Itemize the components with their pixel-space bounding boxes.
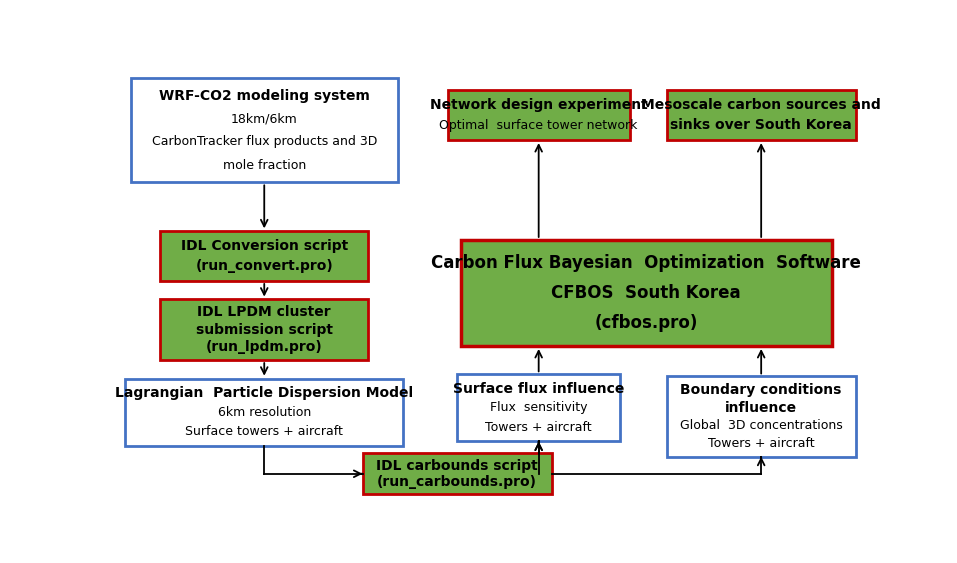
Text: IDL LPDM cluster: IDL LPDM cluster (197, 306, 331, 319)
FancyBboxPatch shape (125, 378, 403, 446)
FancyBboxPatch shape (363, 453, 551, 494)
Text: influence: influence (725, 401, 797, 414)
FancyBboxPatch shape (667, 377, 856, 457)
Text: (run_carbounds.pro): (run_carbounds.pro) (377, 475, 537, 489)
Text: Towers + aircraft: Towers + aircraft (708, 437, 814, 450)
Text: CarbonTracker flux products and 3D: CarbonTracker flux products and 3D (151, 136, 377, 149)
Text: mole fraction: mole fraction (223, 159, 306, 172)
Text: Global  3D concentrations: Global 3D concentrations (679, 419, 842, 432)
FancyBboxPatch shape (457, 374, 620, 441)
Text: Mesoscale carbon sources and: Mesoscale carbon sources and (641, 99, 881, 112)
Text: IDL Conversion script: IDL Conversion script (181, 239, 348, 253)
Text: CFBOS  South Korea: CFBOS South Korea (551, 284, 741, 302)
Text: (run_convert.pro): (run_convert.pro) (195, 259, 333, 273)
Text: 6km resolution: 6km resolution (217, 406, 311, 419)
Text: (run_lpdm.pro): (run_lpdm.pro) (206, 340, 323, 354)
FancyBboxPatch shape (448, 90, 630, 140)
Text: submission script: submission script (196, 323, 333, 337)
Text: (cfbos.pro): (cfbos.pro) (594, 314, 698, 332)
Text: Flux  sensitivity: Flux sensitivity (490, 401, 588, 414)
Text: sinks over South Korea: sinks over South Korea (670, 118, 852, 132)
Text: WRF-CO2 modeling system: WRF-CO2 modeling system (159, 89, 369, 102)
Text: Boundary conditions: Boundary conditions (680, 383, 842, 397)
Text: Carbon Flux Bayesian  Optimization  Software: Carbon Flux Bayesian Optimization Softwa… (432, 254, 861, 271)
FancyBboxPatch shape (131, 78, 398, 182)
FancyBboxPatch shape (161, 231, 368, 281)
Text: Towers + aircraft: Towers + aircraft (485, 421, 592, 434)
Text: IDL carbounds script: IDL carbounds script (376, 458, 538, 472)
Text: Network design experiment: Network design experiment (430, 99, 648, 112)
Text: Optimal  surface tower network: Optimal surface tower network (439, 119, 638, 132)
Text: Lagrangian  Particle Dispersion Model: Lagrangian Particle Dispersion Model (115, 386, 413, 400)
Text: Surface flux influence: Surface flux influence (453, 382, 624, 396)
FancyBboxPatch shape (461, 240, 832, 346)
Text: 18km/6km: 18km/6km (231, 113, 298, 126)
FancyBboxPatch shape (161, 300, 368, 360)
FancyBboxPatch shape (667, 90, 856, 140)
Text: Surface towers + aircraft: Surface towers + aircraft (186, 425, 344, 438)
